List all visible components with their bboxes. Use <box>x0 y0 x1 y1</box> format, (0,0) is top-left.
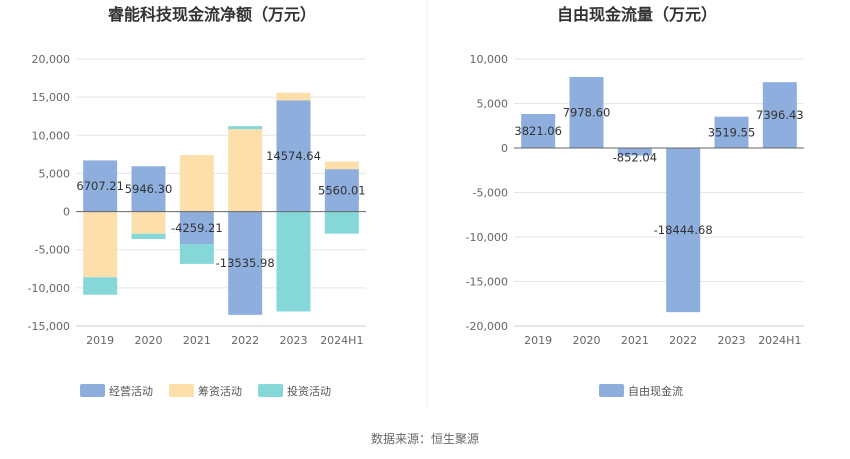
cashflow-bar-经营活动-2022 <box>228 211 263 315</box>
cashflow-bar-筹资活动-2022 <box>228 129 263 212</box>
fcf-data-label: 7978.60 <box>563 105 611 119</box>
cashflow-bar-筹资活动-2020 <box>131 211 166 234</box>
fcf-x-tick-label: 2023 <box>718 334 746 347</box>
fcf-bar-2019 <box>521 113 556 148</box>
cashflow-x-tick-label: 2022 <box>231 334 259 347</box>
cashflow-x-tick-label: 2020 <box>135 334 163 347</box>
cashflow-bar-投资活动-2020 <box>131 233 166 240</box>
cashflow-bar-经营活动-2021 <box>179 211 214 245</box>
cashflow-y-tick-label: -15,000 <box>28 320 70 333</box>
cashflow-data-label: 5946.30 <box>125 182 173 196</box>
cashflow-x-tick-label: 2024H1 <box>320 334 363 347</box>
cashflow-bar-投资活动-2024H1 <box>324 211 359 234</box>
fcf-data-label: -18444.68 <box>654 223 713 237</box>
fcf-title: 自由现金流量（万元） <box>557 5 717 24</box>
fcf-data-label: 3821.06 <box>514 124 562 138</box>
cashflow-bar-经营活动-2023 <box>276 100 311 212</box>
cashflow-data-label: -13535.98 <box>216 256 275 270</box>
cashflow-x-tick-label: 2019 <box>86 334 114 347</box>
cashflow-bar-投资活动-2022 <box>228 126 263 130</box>
fcf-y-tick-label: 10,000 <box>470 53 509 66</box>
source-note: 数据来源：恒生聚源 <box>371 431 479 446</box>
cashflow-data-label: 14574.64 <box>266 149 321 163</box>
cashflow-legend-label: 投资活动 <box>287 384 331 398</box>
cashflow-legend-label: 经营活动 <box>109 384 153 398</box>
cashflow-bar-筹资活动-2024H1 <box>324 161 359 170</box>
fcf-x-tick-label: 2022 <box>669 334 697 347</box>
cashflow-bar-筹资活动-2019 <box>83 211 118 278</box>
fcf-bar-2024H1 <box>762 82 797 148</box>
cashflow-data-label: 5560.01 <box>318 183 366 197</box>
fcf-data-label: 3519.55 <box>708 125 756 139</box>
cashflow-x-tick-label: 2021 <box>183 334 211 347</box>
cashflow-data-label: -4259.21 <box>171 221 223 235</box>
cashflow-y-tick-label: -5,000 <box>35 244 70 257</box>
cashflow-y-tick-label: 10,000 <box>32 129 71 142</box>
cashflow-y-tick-label: 15,000 <box>32 91 71 104</box>
cashflow-y-tick-label: 0 <box>63 206 70 219</box>
fcf-bar-2022 <box>666 148 701 313</box>
fcf-x-tick-label: 2021 <box>621 334 649 347</box>
cashflow-bar-经营活动-2020 <box>131 166 166 212</box>
cashflow-bar-经营活动-2024H1 <box>324 169 359 212</box>
cashflow-legend-swatch <box>169 384 194 397</box>
cashflow-y-tick-label: 5,000 <box>39 167 71 180</box>
cashflow-bar-经营活动-2019 <box>83 160 118 212</box>
cashflow-legend-swatch <box>258 384 283 397</box>
fcf-x-tick-label: 2024H1 <box>758 334 801 347</box>
cashflow-bar-投资活动-2019 <box>83 277 118 295</box>
cashflow-legend-label: 筹资活动 <box>198 384 242 398</box>
cashflow-bar-投资活动-2023 <box>276 211 311 312</box>
cashflow-legend-swatch <box>80 384 105 397</box>
fcf-y-tick-label: -5,000 <box>473 187 508 200</box>
cashflow-bar-筹资活动-2021 <box>179 155 214 212</box>
fcf-legend-swatch <box>599 384 624 397</box>
fcf-x-tick-label: 2019 <box>524 334 552 347</box>
cashflow-x-tick-label: 2023 <box>280 334 308 347</box>
fcf-y-tick-label: -20,000 <box>466 320 508 333</box>
fcf-y-tick-label: 0 <box>501 142 508 155</box>
fcf-y-tick-label: -15,000 <box>466 276 508 289</box>
cashflow-y-tick-label: 20,000 <box>32 53 71 66</box>
fcf-y-tick-label: 5,000 <box>477 98 509 111</box>
fcf-x-tick-label: 2020 <box>573 334 601 347</box>
cashflow-title: 睿能科技现金流净额（万元） <box>108 5 316 24</box>
cashflow-data-label: 6707.21 <box>76 179 124 193</box>
cashflow-y-tick-label: -10,000 <box>28 282 70 295</box>
fcf-data-label: 7396.43 <box>756 108 804 122</box>
cashflow-bar-投资活动-2021 <box>179 244 214 264</box>
fcf-bar-2021 <box>617 148 652 156</box>
fcf-legend-label: 自由现金流 <box>628 384 683 398</box>
fcf-data-label: -852.04 <box>613 151 657 165</box>
fcf-bar-2023 <box>714 116 749 148</box>
cashflow-bar-筹资活动-2023 <box>276 92 311 101</box>
fcf-y-tick-label: -10,000 <box>466 231 508 244</box>
fcf-bar-2020 <box>569 76 604 148</box>
